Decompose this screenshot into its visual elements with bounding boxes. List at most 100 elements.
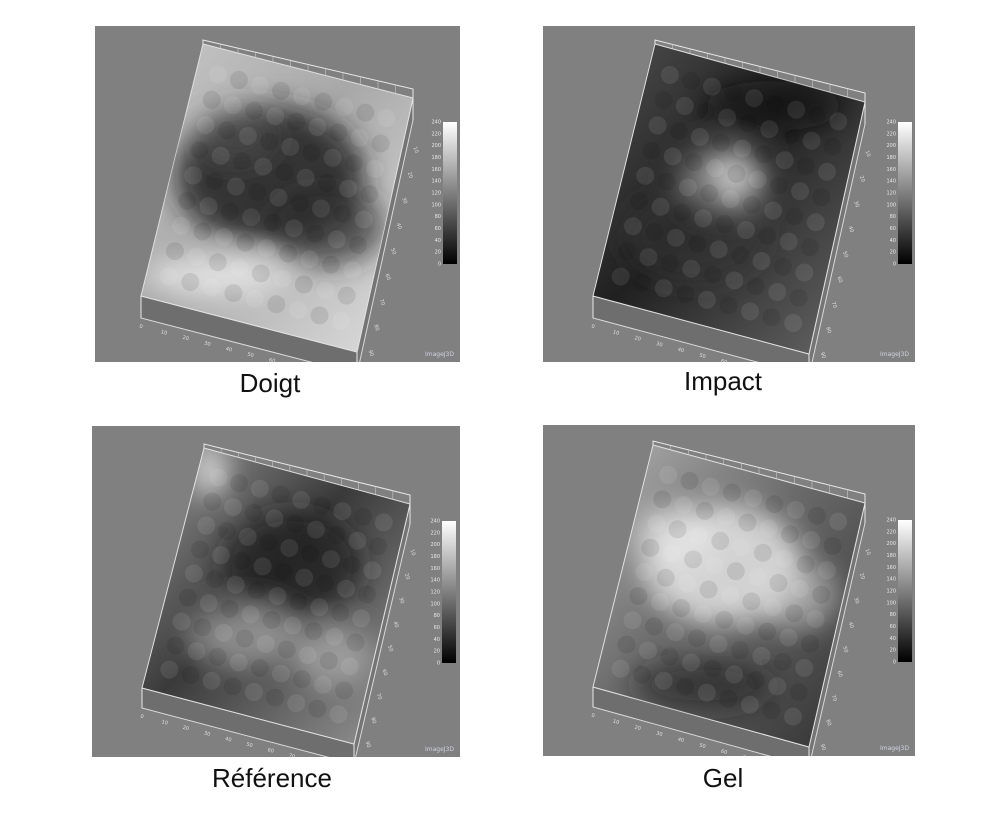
x-tick-label: 20 — [634, 725, 642, 732]
surface-texture — [145, 65, 396, 330]
caption-gel: Gel — [702, 763, 744, 793]
x-tick-label: 70 — [742, 755, 750, 756]
colorbar-tick-label: 120 — [886, 589, 896, 595]
x-tick-label: 0 — [139, 324, 144, 331]
x-tick-label: 30 — [655, 731, 663, 738]
x-tick-label: 20 — [182, 335, 190, 342]
colorbar-tick-label: 220 — [430, 530, 440, 536]
x-tick-label: 40 — [677, 737, 685, 744]
colorbar-tick-label: 220 — [886, 131, 896, 137]
x-tick-label: 10 — [612, 329, 620, 336]
colorbar-tick-label: 140 — [431, 179, 441, 185]
colorbar-tick-label: 80 — [435, 214, 441, 220]
y-tick-label: 20 — [858, 572, 866, 580]
colorbar-tick-label: 180 — [886, 155, 896, 161]
colorbar-tick-label: 160 — [430, 566, 440, 572]
watermark-reference: ImageJ3D — [425, 746, 454, 753]
y-tick-label: 50 — [841, 646, 849, 654]
colorbar-tick-label: 100 — [886, 202, 896, 208]
surface-plot-doigt: 0102030405060708090x102030405060708090y0… — [95, 26, 460, 362]
y-tick-label: 80 — [824, 326, 832, 334]
x-tick-label: 10 — [161, 719, 169, 726]
colorbar-tick-label: 220 — [431, 131, 441, 137]
colorbar-tick-label: 140 — [886, 179, 896, 185]
colorbar-tick-label: 20 — [434, 649, 440, 655]
watermark-impact: ImageJ3D — [880, 351, 909, 358]
y-tick-label: 10 — [409, 549, 417, 557]
x-tick-label: 0 — [591, 713, 596, 720]
x-tick-label: 40 — [677, 347, 685, 354]
caption-impact: Impact — [683, 366, 763, 396]
colorbar — [442, 521, 456, 663]
colorbar-tick-label: 0 — [438, 262, 441, 268]
colorbar-tick-label: 120 — [430, 590, 440, 596]
colorbar-tick-label: 20 — [890, 250, 896, 256]
colorbar-tick-label: 240 — [886, 120, 896, 126]
colorbar-tick-label: 60 — [890, 226, 896, 232]
colorbar-tick-label: 180 — [430, 554, 440, 560]
y-tick-label: 80 — [372, 324, 380, 332]
x-tick-label: 60 — [268, 357, 276, 362]
surface-plot-reference: 0102030405060708090x102030405060708090y0… — [92, 426, 460, 757]
colorbar — [898, 122, 912, 264]
colorbar-tick-label: 80 — [890, 612, 896, 618]
colorbar-tick-label: 180 — [431, 155, 441, 161]
colorbar-tick-label: 220 — [886, 529, 896, 535]
colorbar — [898, 520, 912, 662]
y-tick-label: 60 — [381, 669, 389, 677]
colorbar-tick-label: 60 — [890, 624, 896, 630]
x-tick-label: 60 — [720, 358, 728, 362]
colorbar-tick-label: 40 — [890, 636, 896, 642]
y-tick-label: 90 — [819, 743, 827, 751]
colorbar-tick-label: 40 — [890, 238, 896, 244]
surface-gel-svg: 0102030405060708090x102030405060708090y0… — [591, 440, 912, 756]
surface-reference-svg: 0102030405060708090x102030405060708090y0… — [140, 443, 456, 757]
colorbar-tick-label: 140 — [430, 578, 440, 584]
colorbar-tick-label: 240 — [886, 518, 896, 524]
x-tick-label: 50 — [246, 742, 254, 749]
colorbar-tick-label: 80 — [434, 613, 440, 619]
colorbar-tick-label: 40 — [435, 238, 441, 244]
colorbar-tick-label: 0 — [437, 661, 440, 667]
colorbar-tick-label: 120 — [431, 191, 441, 197]
y-tick-label: 70 — [830, 694, 838, 702]
y-tick-label: 90 — [364, 741, 372, 749]
x-tick-label: 50 — [247, 352, 255, 359]
y-tick-label: 90 — [819, 351, 827, 359]
x-tick-label: 60 — [267, 747, 275, 754]
colorbar-tick-label: 80 — [890, 214, 896, 220]
colorbar-tick-label: 60 — [434, 625, 440, 631]
y-tick-label: 50 — [389, 248, 397, 256]
colorbar-tick-label: 40 — [434, 637, 440, 643]
y-tick-label: 10 — [412, 146, 420, 154]
colorbar-tick-label: 240 — [431, 120, 441, 126]
colorbar-tick-label: 0 — [893, 262, 896, 268]
colorbar-tick-label: 20 — [435, 250, 441, 256]
y-tick-label: 50 — [386, 645, 394, 653]
y-tick-label: 20 — [858, 175, 866, 183]
y-tick-label: 40 — [847, 225, 855, 233]
y-tick-label: 80 — [824, 719, 832, 727]
y-tick-label: 40 — [395, 222, 403, 230]
y-tick-label: 70 — [378, 298, 386, 306]
y-tick-label: 80 — [369, 717, 377, 725]
colorbar-tick-label: 160 — [886, 565, 896, 571]
colorbar-tick-label: 60 — [435, 226, 441, 232]
colorbar-tick-label: 100 — [430, 601, 440, 607]
surface-plot-impact: 0102030405060708090x102030405060708090y0… — [543, 26, 915, 362]
x-tick-label: 30 — [203, 730, 211, 737]
x-tick-label: 20 — [182, 725, 190, 732]
y-tick-label: 20 — [406, 171, 414, 179]
y-tick-label: 60 — [836, 276, 844, 284]
y-tick-label: 40 — [847, 621, 855, 629]
y-tick-label: 30 — [852, 200, 860, 208]
y-tick-label: 30 — [852, 597, 860, 605]
caption-doigt: Doigt — [239, 368, 301, 398]
x-tick-label: 30 — [203, 340, 211, 347]
x-tick-label: 0 — [591, 324, 596, 331]
colorbar-tick-label: 0 — [893, 660, 896, 666]
colorbar-tick-label: 180 — [886, 553, 896, 559]
colorbar-tick-label: 120 — [886, 191, 896, 197]
surface-texture — [611, 466, 848, 726]
colorbar-tick-label: 200 — [430, 542, 440, 548]
